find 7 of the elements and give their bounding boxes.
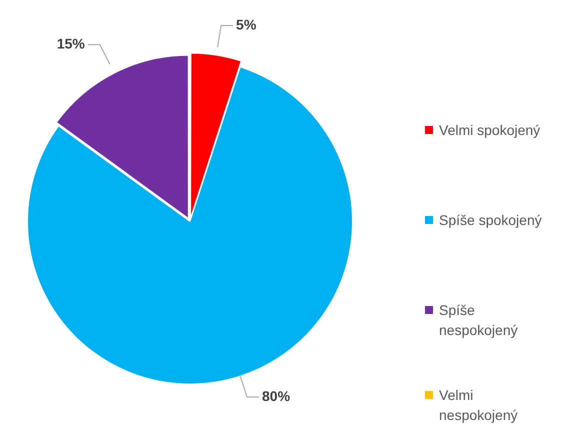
legend-label: Spíše nespokojený [439,301,519,340]
legend-label: Velmi spokojený [439,121,540,140]
data-label: 5% [236,16,257,32]
data-label: 80% [262,388,291,404]
legend-label: Spíše spokojený [439,211,542,230]
data-label: 15% [56,35,86,52]
legend-label: Velmi nespokojený [439,386,519,425]
